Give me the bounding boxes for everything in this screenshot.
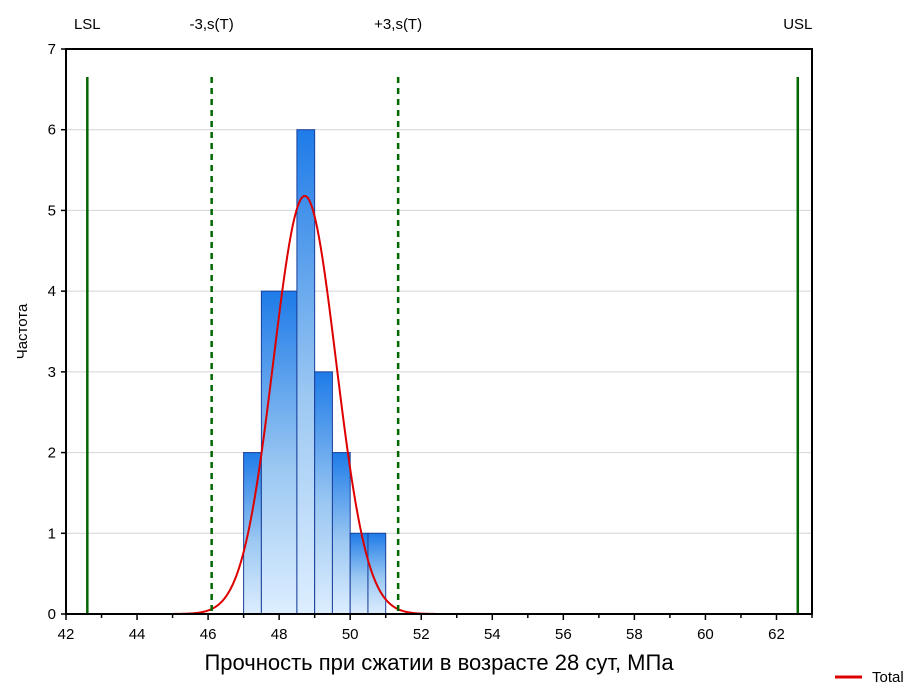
plot-frame <box>65 48 813 615</box>
x-tick-label: 62 <box>768 626 785 643</box>
y-tick-label: 1 <box>48 525 56 542</box>
bars-group <box>243 129 387 615</box>
x-tick-label: 58 <box>626 626 643 643</box>
normal-curve-group <box>172 194 440 615</box>
x-tick-label: 52 <box>413 626 430 643</box>
x-tick-label: 46 <box>200 626 217 643</box>
x-tick-label: 56 <box>555 626 572 643</box>
y-tick-label: 5 <box>48 202 56 219</box>
plus-3sigma-label: +3,s(T) <box>374 16 422 33</box>
y-tick-label: 2 <box>48 445 56 462</box>
histogram-bar <box>367 532 387 615</box>
y-axis: 0 1 2 3 4 5 6 7 <box>48 41 66 623</box>
usl-label: USL <box>783 16 812 33</box>
y-axis-title: Частота <box>14 303 31 359</box>
legend-label: Total <box>872 669 904 686</box>
histogram-bar <box>260 290 298 615</box>
x-tick-label: 60 <box>697 626 714 643</box>
normal-curve <box>172 194 440 615</box>
lsl-label: LSL <box>74 16 101 33</box>
x-tick-label: 54 <box>484 626 501 643</box>
x-tick-label: 44 <box>129 626 146 643</box>
x-axis-title: Прочность при сжатии в возрасте 28 сут, … <box>204 650 674 675</box>
histogram-bar <box>314 371 333 615</box>
y-tick-label: 3 <box>48 364 56 381</box>
x-tick-label: 48 <box>271 626 288 643</box>
histogram-bar <box>349 532 369 615</box>
gridlines <box>66 129 812 534</box>
y-tick-label: 7 <box>48 41 56 58</box>
y-tick-label: 4 <box>48 283 56 300</box>
spec-lines-group: LSL -3,s(T) +3,s(T) USL <box>74 16 812 614</box>
legend: Total <box>835 669 904 686</box>
y-tick-label: 6 <box>48 122 56 139</box>
x-axis: 42 44 46 48 50 52 54 56 58 60 62 <box>58 614 813 643</box>
histogram-bar <box>331 452 351 615</box>
x-tick-label: 42 <box>58 626 75 643</box>
x-tick-label: 50 <box>342 626 359 643</box>
y-tick-label: 0 <box>48 606 56 623</box>
minus-3sigma-label: -3,s(T) <box>190 16 234 33</box>
